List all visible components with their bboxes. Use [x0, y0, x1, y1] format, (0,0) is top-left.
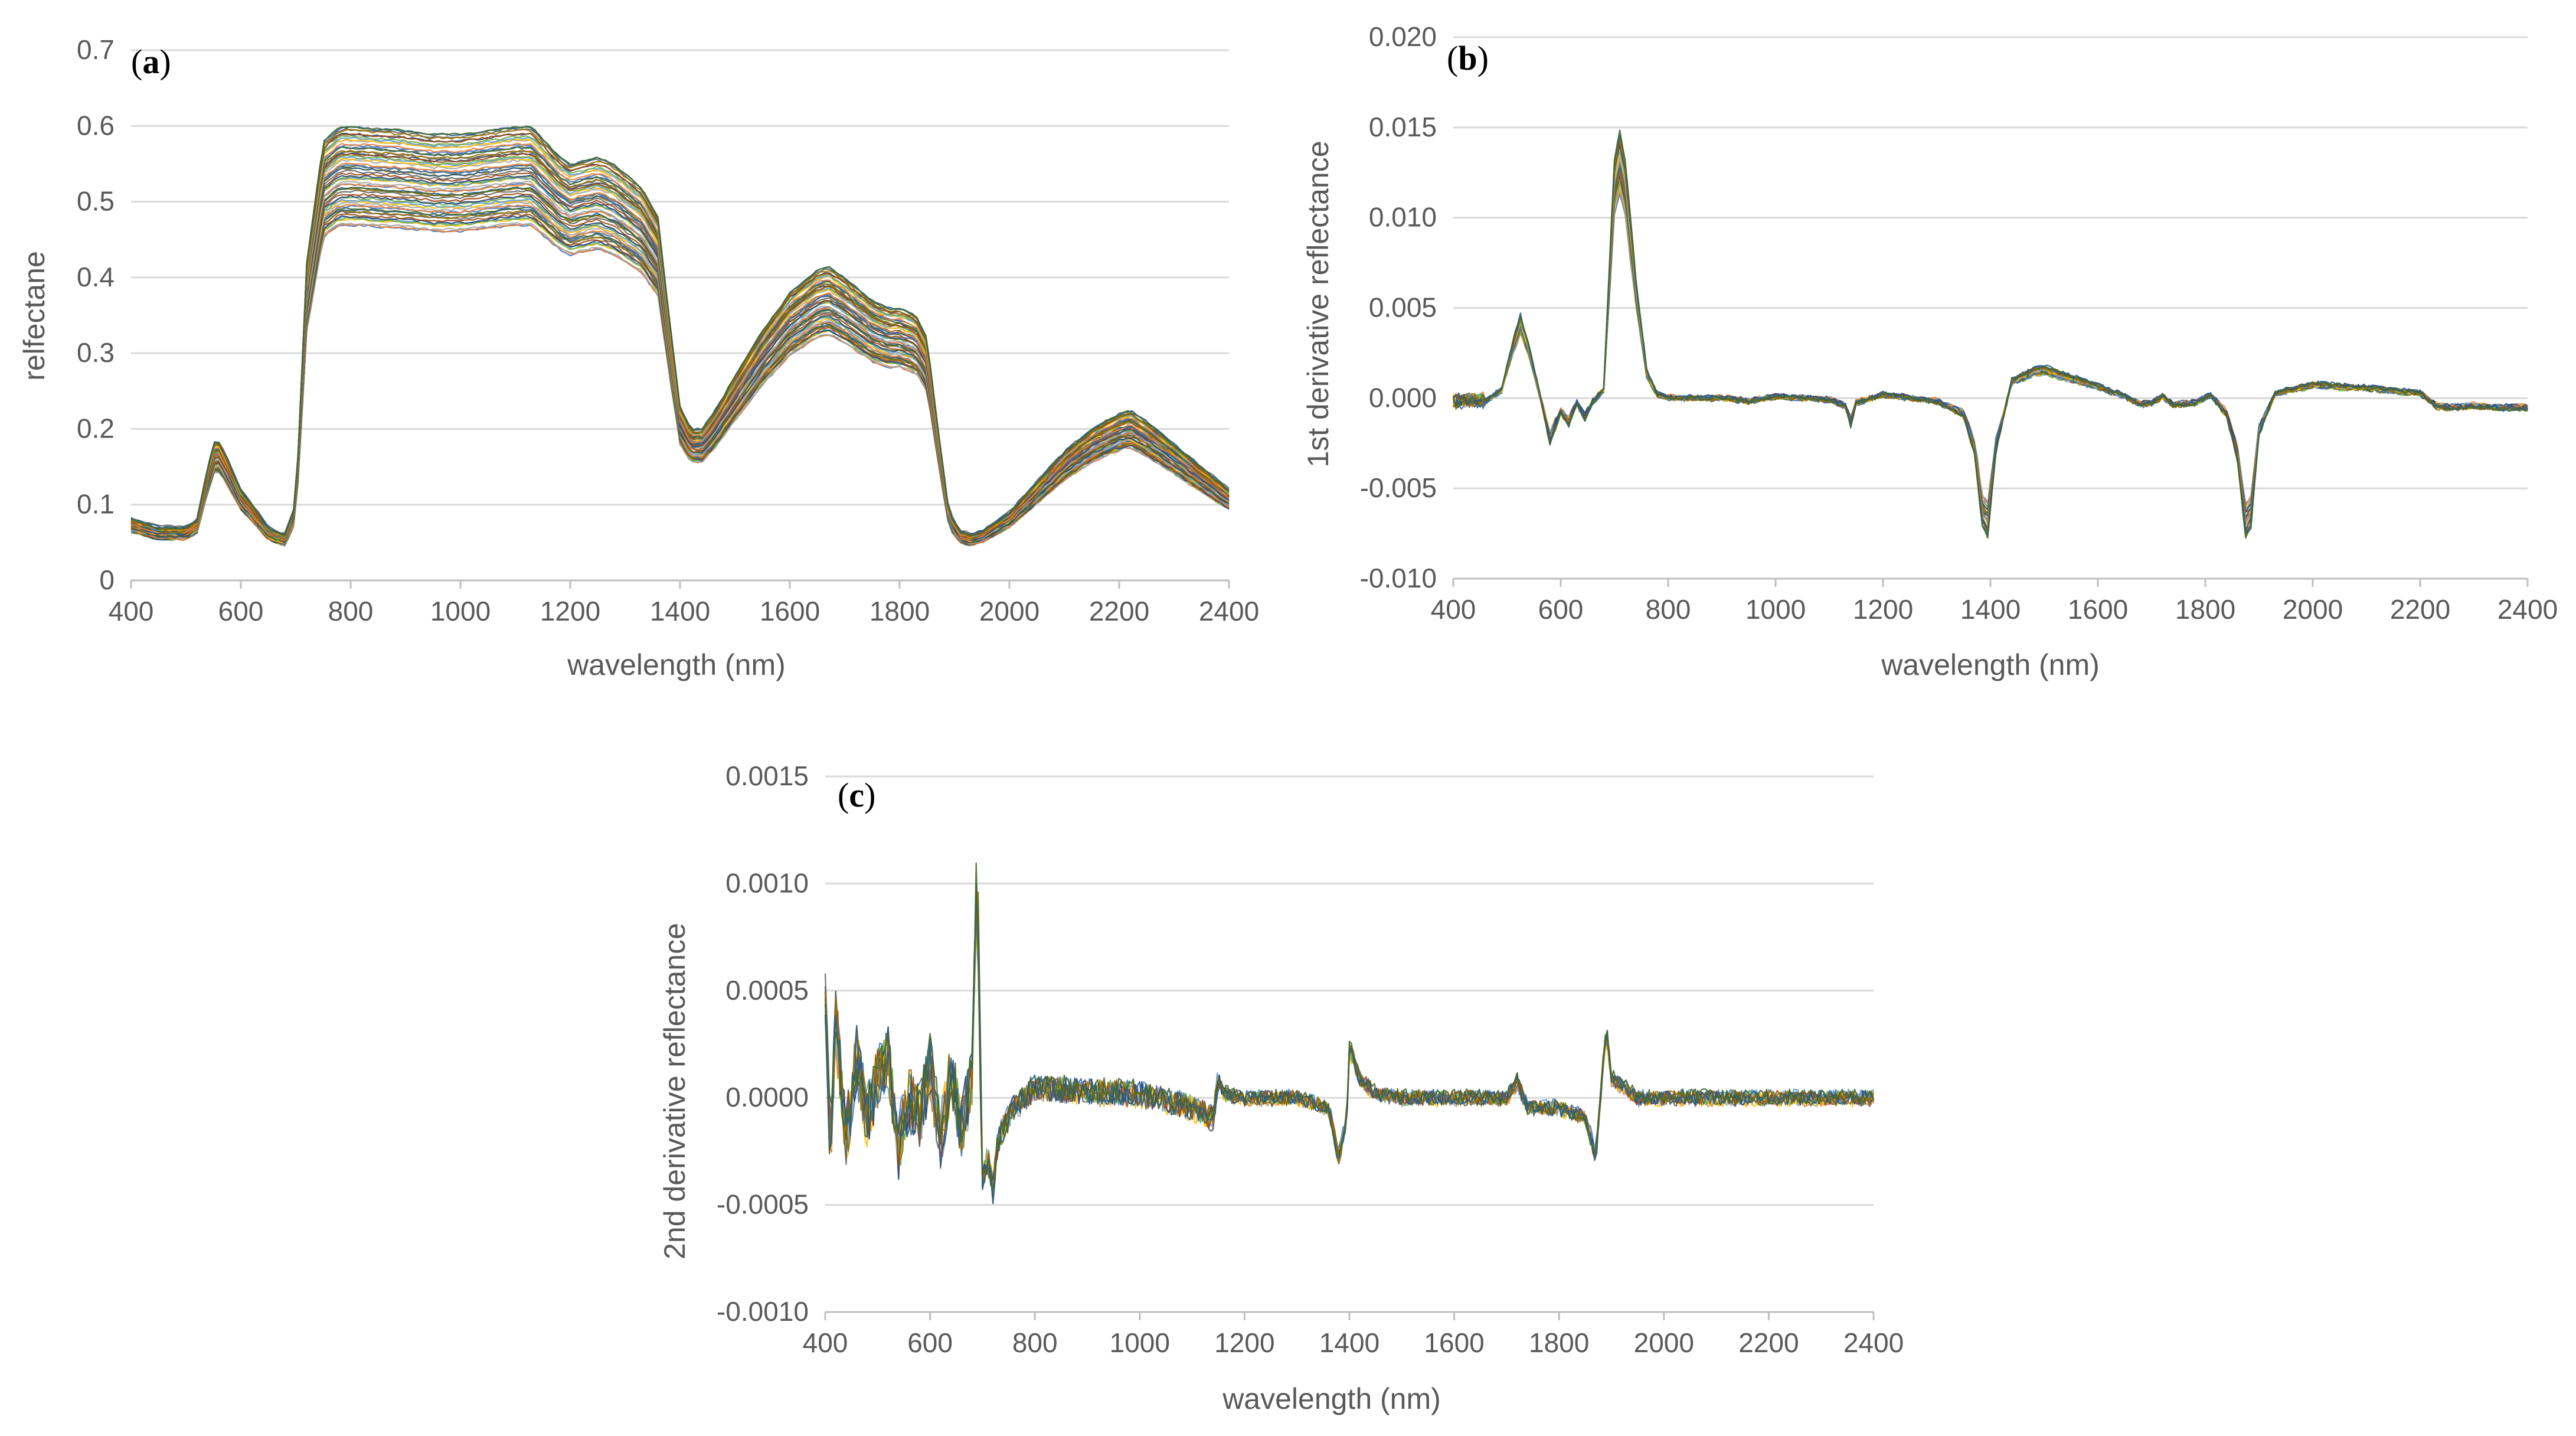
x-tick-label: 1600	[2068, 594, 2128, 625]
y-tick-label: 0.015	[1369, 112, 1437, 142]
x-tick-label: 800	[1012, 1327, 1058, 1358]
x-tick-label: 400	[803, 1327, 848, 1358]
x-tick-label: 2200	[1738, 1327, 1799, 1358]
series-line-b-24	[1452, 129, 2528, 539]
y-tick-label: 0.1	[77, 489, 115, 520]
x-tick-label: 1600	[760, 596, 820, 626]
series-line-b-7	[1453, 175, 2528, 513]
x-tick-label: 2000	[979, 596, 1039, 626]
x-tick-label: 1000	[430, 596, 491, 626]
x-tick-label: 1200	[1214, 1327, 1274, 1358]
y-axis-title-c: 2nd derivative reflectance	[658, 923, 691, 1259]
y-tick-label: 0.0000	[725, 1082, 809, 1112]
x-axis-title-b: wavelength (nm)	[1881, 648, 2100, 681]
x-tick-label: 1800	[1529, 1327, 1589, 1358]
y-tick-label: 0	[99, 564, 115, 595]
x-tick-label: 600	[907, 1327, 953, 1358]
y-tick-label: 0.0015	[725, 761, 809, 791]
y-tick-label: 0.7	[77, 34, 115, 65]
panel-label-a: (a)	[131, 43, 171, 81]
x-tick-label: 1200	[1853, 594, 1913, 625]
x-tick-label: 2400	[2497, 594, 2558, 625]
x-tick-label: 600	[1538, 594, 1584, 625]
series-group-c	[824, 862, 1875, 1205]
series-group-a	[130, 125, 1230, 547]
x-tick-label: 2200	[2390, 594, 2450, 625]
series-line-b-3	[1453, 186, 2528, 510]
series-line-c-12	[824, 862, 1875, 1189]
series-group-b	[1452, 129, 2528, 539]
x-tick-label: 400	[109, 596, 154, 626]
x-tick-label: 2200	[1089, 596, 1149, 626]
chart-panel-b: -0.010 -0.005 0.000 0.005 0.010 0.015 0.020 400…	[1302, 21, 2558, 681]
x-tick-label: 2000	[2283, 594, 2343, 625]
x-tick-label: 1000	[1110, 1327, 1170, 1358]
series-line-b-2	[1453, 191, 2528, 507]
x-tick-label: 800	[328, 596, 374, 626]
series-line-a-60	[130, 125, 1230, 537]
tick-labels-a: 0 0.1 0.2 0.3 0.4 0.5 0.6 0.7 400 600 800 1000 1200 1…	[77, 34, 1259, 626]
x-tick-label: 1400	[650, 596, 710, 626]
series-line-b-5	[1453, 180, 2528, 509]
x-tick-label: 2400	[1199, 596, 1259, 626]
y-tick-label: -0.010	[1360, 563, 1437, 593]
x-axis-title-c: wavelength (nm)	[1222, 1382, 1441, 1415]
y-tick-label: -0.005	[1360, 472, 1437, 503]
x-tick-label: 1000	[1745, 594, 1806, 625]
y-tick-label: 0.010	[1369, 202, 1437, 233]
y-axis-title-b: 1st derivative reflectance	[1302, 141, 1335, 467]
y-axis-title-a: relfectane	[18, 251, 51, 381]
y-tick-label: 0.5	[77, 186, 115, 217]
tick-labels-b: -0.010 -0.005 0.000 0.005 0.010 0.015 0.020 400…	[1360, 21, 2558, 625]
y-tick-label: 0.2	[77, 413, 115, 443]
x-tick-label: 2400	[1843, 1327, 1904, 1358]
x-tick-label: 2000	[1634, 1327, 1694, 1358]
x-tick-label: 1400	[1960, 594, 2021, 625]
y-tick-label: 0.0010	[725, 867, 809, 898]
y-tick-label: 0.005	[1369, 292, 1437, 323]
y-tick-label: 0.6	[77, 110, 115, 141]
y-tick-label: 0.0005	[725, 975, 809, 1006]
series-line-b-4	[1452, 184, 2528, 510]
panel-label-b: (b)	[1447, 39, 1489, 77]
x-tick-label: 1400	[1319, 1327, 1379, 1358]
series-line-b-1	[1453, 194, 2528, 504]
x-tick-label: 600	[218, 596, 264, 626]
x-tick-label: 1800	[2175, 594, 2235, 625]
tick-labels-c: -0.0010 -0.0005 0.0000 0.0005 0.0010 0.0015 40…	[717, 761, 1904, 1358]
y-tick-label: -0.0005	[717, 1189, 809, 1220]
x-tick-label: 1200	[540, 596, 600, 626]
x-tick-label: 1600	[1424, 1327, 1484, 1358]
panel-label-c: (c)	[838, 776, 875, 814]
x-tick-label: 800	[1646, 594, 1691, 625]
y-tick-label: 0.3	[77, 337, 115, 368]
y-tick-label: 0.4	[77, 262, 115, 292]
chart-panel-a: 0 0.1 0.2 0.3 0.4 0.5 0.6 0.7 400 600 800 1000 1200 1…	[18, 34, 1259, 681]
series-line-b-6	[1453, 180, 2528, 514]
y-tick-label: 0.020	[1369, 21, 1437, 52]
x-tick-label: 1800	[869, 596, 930, 626]
chart-panel-c: -0.0010 -0.0005 0.0000 0.0005 0.0010 0.0015 40…	[658, 761, 1904, 1415]
x-axis-title-a: wavelength (nm)	[567, 648, 786, 681]
y-tick-label: -0.0010	[717, 1296, 809, 1327]
series-line-b-8	[1452, 175, 2528, 514]
y-tick-label: 0.000	[1369, 382, 1437, 413]
x-tick-label: 400	[1431, 594, 1476, 625]
